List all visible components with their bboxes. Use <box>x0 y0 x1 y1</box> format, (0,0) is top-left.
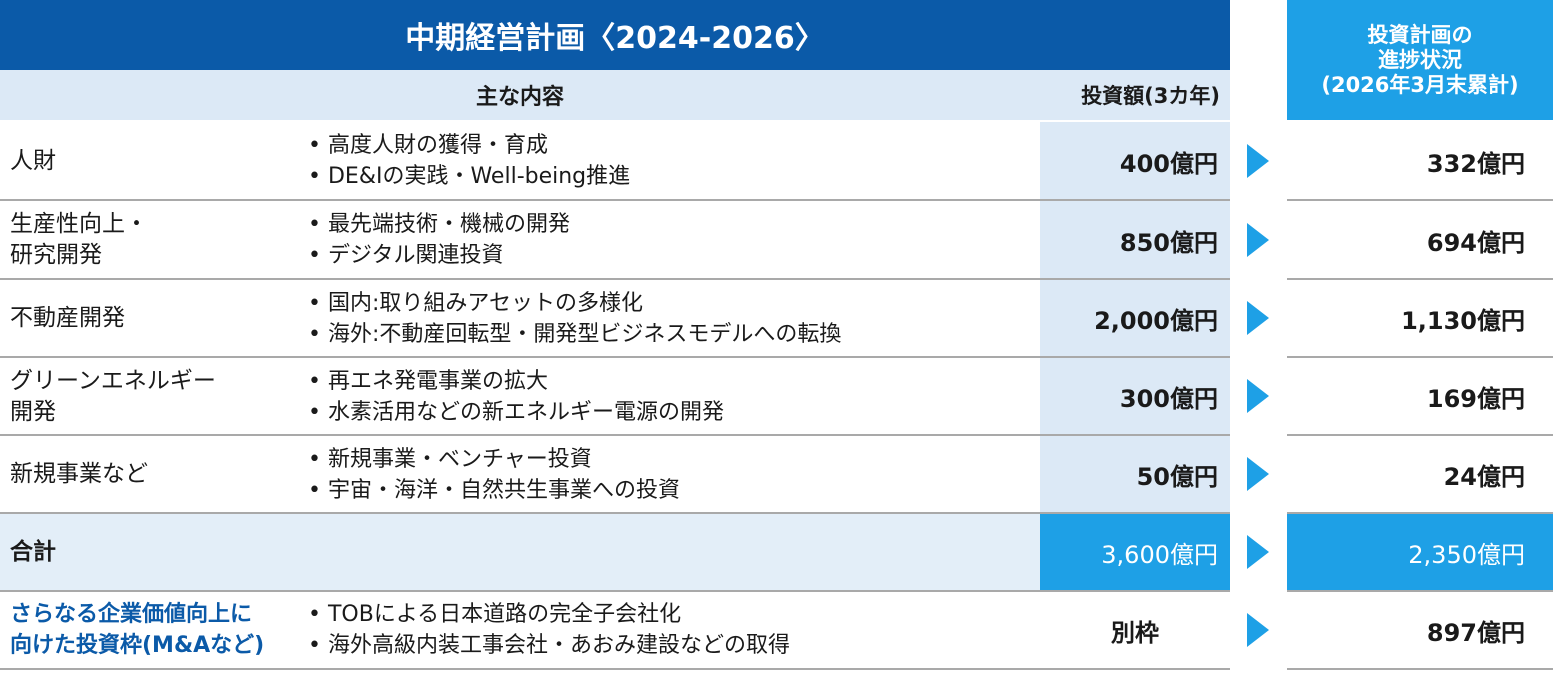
investment-cell-bg <box>1040 122 1230 200</box>
row-divider <box>0 512 1230 514</box>
category-label: 人財 <box>10 147 56 174</box>
category-cell: 人財 <box>10 122 56 200</box>
investment-amount: 300億円 <box>1119 385 1218 413</box>
content-item: 高度人財の獲得・育成 <box>308 130 630 161</box>
progress-header-line2: 進捗状況 <box>1378 47 1462 72</box>
content-item: 海外高級内装工事会社・あおみ建設などの取得 <box>308 630 790 661</box>
content-item: デジタル関連投資 <box>308 240 570 271</box>
category-label: グリーンエネルギー <box>10 367 216 394</box>
column-header-investment: 投資額(3カ年) <box>1081 84 1220 108</box>
total-investment: 3,600億円 <box>1101 540 1218 569</box>
progress-amount: 694億円 <box>1426 228 1525 257</box>
total-progress-bg <box>1287 514 1553 590</box>
total-row-bg <box>0 514 1040 590</box>
content-item: DE&Iの実践・Well-being推進 <box>308 161 630 192</box>
content-item: 宇宙・海洋・自然共生事業への投資 <box>308 475 680 506</box>
total-investment-bg <box>1040 514 1230 590</box>
row-divider <box>1287 668 1553 670</box>
plan-title: 中期経営計画〈2024-2026〉 <box>0 0 1230 70</box>
mna-category-label: さらなる企業価値向上に <box>10 602 253 627</box>
category-label: 研究開発 <box>10 242 102 268</box>
row-divider <box>0 590 1230 592</box>
category-cell: グリーンエネルギー 開発 <box>10 358 216 435</box>
row-divider <box>1287 356 1553 358</box>
progress-header-line1: 投資計画の <box>1367 22 1473 47</box>
investment-amount: 50億円 <box>1136 463 1218 491</box>
investment-amount: 2,000億円 <box>1094 307 1218 335</box>
arrow-right-icon <box>1247 535 1269 569</box>
content-item: 海外:不動産回転型・開発型ビジネスモデルへの転換 <box>308 319 841 350</box>
content-list: 最先端技術・機械の開発 デジタル関連投資 <box>308 201 570 279</box>
category-cell: 不動産開発 <box>10 280 125 357</box>
arrow-right-icon <box>1247 301 1269 335</box>
total-label: 合計 <box>10 538 56 565</box>
category-label: 不動産開発 <box>10 305 125 331</box>
investment-amount: 850億円 <box>1119 228 1218 257</box>
progress-amount: 24億円 <box>1443 463 1525 491</box>
category-cell: 新規事業など <box>10 436 148 513</box>
row-divider <box>1287 512 1553 514</box>
row-divider <box>1287 590 1553 592</box>
content-list: 再エネ発電事業の拡大 水素活用などの新エネルギー電源の開発 <box>308 358 724 435</box>
content-item: 国内:取り組みアセットの多様化 <box>308 288 841 319</box>
row-divider <box>1287 434 1553 436</box>
row-divider <box>0 434 1230 436</box>
progress-amount: 332億円 <box>1426 149 1525 178</box>
mna-investment: 別枠 <box>1111 618 1159 647</box>
investment-cell-bg <box>1040 280 1230 357</box>
mna-content-list: TOBによる日本道路の完全子会社化 海外高級内装工事会社・あおみ建設などの取得 <box>308 592 790 668</box>
mna-category-label: 向けた投資枠(M&Aなど) <box>10 633 265 658</box>
mna-category-cell: さらなる企業価値向上に 向けた投資枠(M&Aなど) <box>10 592 264 668</box>
content-item: 新規事業・ベンチャー投資 <box>308 444 680 475</box>
mna-progress: 897億円 <box>1426 618 1525 647</box>
row-divider <box>1287 278 1553 280</box>
total-progress: 2,350億円 <box>1408 540 1525 569</box>
content-list: 新規事業・ベンチャー投資 宇宙・海洋・自然共生事業への投資 <box>308 436 680 513</box>
arrow-right-icon <box>1247 379 1269 413</box>
arrow-right-icon <box>1247 144 1269 178</box>
progress-amount: 1,130億円 <box>1401 307 1525 335</box>
investment-cell-bg <box>1040 358 1230 435</box>
row-divider <box>1287 199 1553 201</box>
row-divider <box>0 278 1230 280</box>
category-label: 開発 <box>10 398 56 425</box>
content-item: 最先端技術・機械の開発 <box>308 209 570 240</box>
total-label-cell: 合計 <box>10 514 56 590</box>
arrow-right-icon <box>1247 613 1269 647</box>
category-label: 新規事業など <box>10 461 148 487</box>
progress-header: 投資計画の 進捗状況 (2026年3月末累計) <box>1287 0 1553 120</box>
progress-header-line3: (2026年3月末累計) <box>1321 72 1519 97</box>
row-divider <box>0 668 1230 670</box>
content-item: 再エネ発電事業の拡大 <box>308 366 724 397</box>
content-list: 国内:取り組みアセットの多様化 海外:不動産回転型・開発型ビジネスモデルへの転換 <box>308 280 841 357</box>
investment-amount: 400億円 <box>1119 149 1218 178</box>
arrow-right-icon <box>1247 223 1269 257</box>
content-item: 水素活用などの新エネルギー電源の開発 <box>308 397 724 428</box>
content-list: 高度人財の獲得・育成 DE&Iの実践・Well-being推進 <box>308 122 630 200</box>
column-header-band <box>0 70 1230 120</box>
column-header-content: 主な内容 <box>475 85 564 110</box>
investment-cell-bg <box>1040 436 1230 513</box>
arrow-right-icon <box>1247 457 1269 491</box>
content-item: TOBによる日本道路の完全子会社化 <box>308 599 790 630</box>
category-label: 生産性向上・ <box>10 211 148 237</box>
progress-amount: 169億円 <box>1426 385 1525 413</box>
investment-cell-bg <box>1040 201 1230 279</box>
row-divider <box>0 199 1230 201</box>
row-divider <box>0 356 1230 358</box>
category-cell: 生産性向上・ 研究開発 <box>10 201 148 279</box>
